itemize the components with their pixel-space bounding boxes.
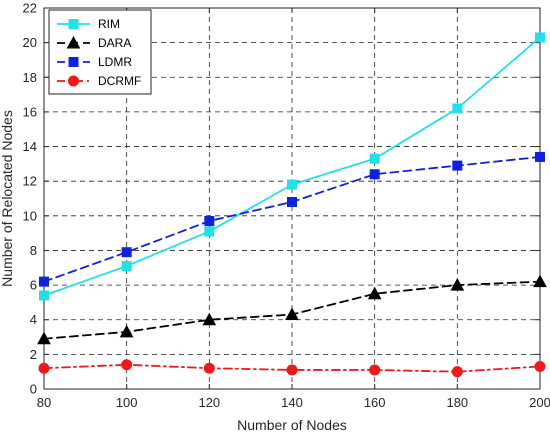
data-point-rim [39,290,49,301]
legend-entry-rim: RIM [57,17,120,31]
data-point-dara [285,307,299,321]
data-point-ldmr [287,196,297,207]
data-point-dara [533,274,547,288]
data-point-dcrmf [286,364,298,376]
x-tick-label: 160 [364,395,386,410]
y-tick-label: 22 [23,1,37,16]
y-tick-label: 18 [23,70,37,85]
x-tick-label: 180 [446,395,468,410]
legend-marker [66,35,81,49]
y-axis-title: Number of Relocated Nodes [0,110,15,287]
legend-entry-dara: DARA [57,35,131,50]
data-point-dara [37,331,51,345]
series-rim [39,32,545,301]
data-point-ldmr [204,216,215,227]
legend-entry-ldmr: LDMR [57,55,132,69]
y-tick-label: 12 [23,174,37,189]
data-point-dara [367,286,382,300]
y-tick-label: 16 [23,104,37,119]
data-point-rim [369,153,380,164]
legend-label: DARA [98,36,131,50]
series-ldmr [39,151,545,287]
y-tick-label: 0 [30,382,37,397]
data-point-rim [452,103,463,114]
series-group [37,32,547,378]
legend-marker [68,19,79,29]
data-point-rim [204,226,215,237]
legend-marker [68,57,79,67]
data-point-dcrmf [534,360,546,372]
data-point-dara [450,278,465,291]
y-tick-label: 4 [30,312,37,327]
data-point-dcrmf [38,362,50,374]
data-point-ldmr [39,276,49,287]
legend-label: RIM [98,17,120,31]
legend: RIM DARA LDMR DCRMF [48,9,152,95]
x-tick-label: 80 [37,395,51,410]
legend-label: DCRMF [98,74,141,88]
series-dcrmf [38,359,546,378]
y-tick-label: 6 [30,278,37,293]
y-tick-label: 10 [23,208,37,223]
y-tick-label: 2 [30,347,37,362]
data-point-ldmr [452,160,463,171]
data-point-dcrmf [203,362,215,374]
data-point-ldmr [369,169,380,180]
data-point-dara [119,324,134,338]
data-point-rim [535,32,545,43]
x-axis-title: Number of Nodes [237,417,347,433]
data-point-dcrmf [451,366,463,378]
series-dara [37,274,547,345]
y-tick-label: 8 [30,243,37,258]
data-point-dcrmf [369,364,381,376]
axes: 80 100 120 140 160 180 200 0 2 4 6 8 10 12 14 16 18 20 22 [23,1,550,411]
data-point-rim [287,179,297,190]
y-tick-label: 20 [23,35,37,50]
data-point-ldmr [535,151,545,162]
data-point-ldmr [121,247,132,258]
data-point-dcrmf [121,359,133,371]
x-tick-label: 200 [529,395,550,410]
y-tick-label: 14 [23,139,37,154]
legend-marker [68,75,79,87]
data-point-dara [202,312,217,326]
legend-entry-dcrmf: DCRMF [57,74,141,88]
x-tick-label: 100 [116,395,138,410]
x-tick-label: 120 [198,395,220,410]
legend-label: LDMR [98,55,132,69]
x-tick-label: 140 [281,395,303,410]
data-point-rim [121,261,132,272]
